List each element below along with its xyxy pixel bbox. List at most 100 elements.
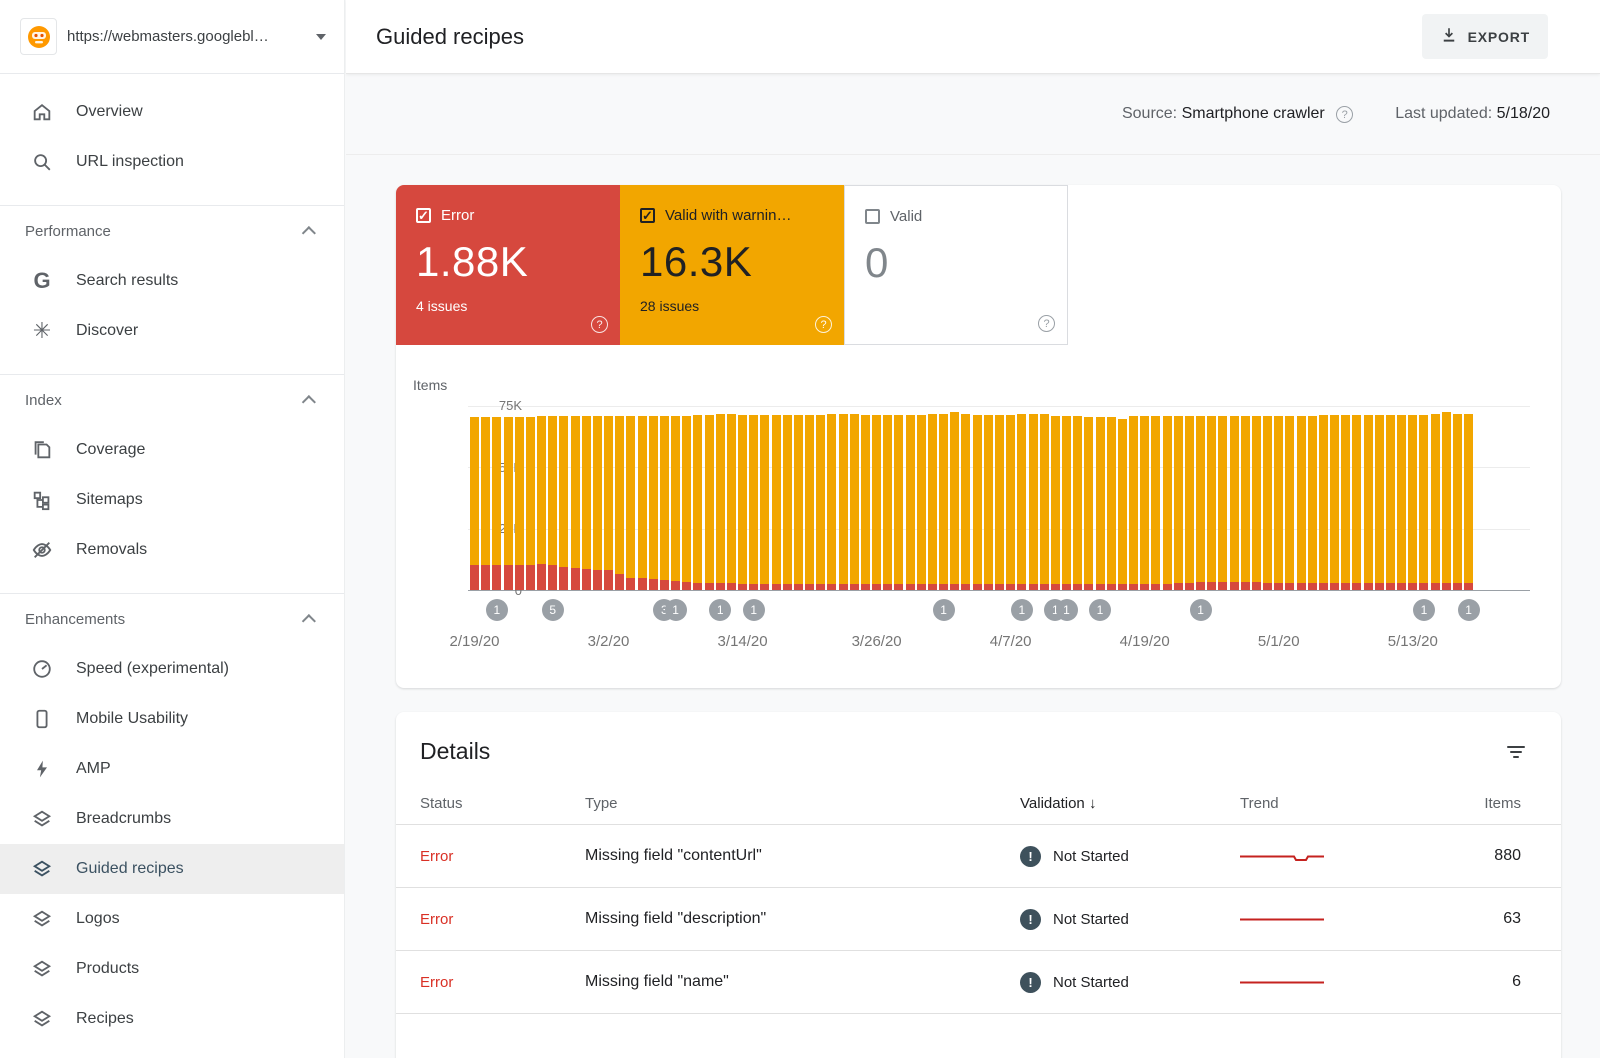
stacked-bar[interactable] xyxy=(1296,416,1306,590)
sidebar-item-search-results[interactable]: G Search results xyxy=(0,256,344,306)
issue-marker[interactable]: 1 xyxy=(1010,599,1033,621)
stacked-bar[interactable] xyxy=(470,417,479,590)
stacked-bar[interactable] xyxy=(849,413,859,590)
stacked-bar[interactable] xyxy=(1073,416,1083,590)
stacked-bar[interactable] xyxy=(771,414,781,590)
sidebar-item-speed[interactable]: Speed (experimental) xyxy=(0,644,344,694)
stacked-bar[interactable] xyxy=(972,414,982,590)
sidebar-item-overview[interactable]: Overview xyxy=(0,87,344,137)
section-index[interactable]: Index xyxy=(0,375,344,425)
checkbox-checked-icon[interactable]: ✓ xyxy=(416,208,431,223)
issue-marker[interactable]: 1 xyxy=(664,599,687,621)
help-icon[interactable]: ? xyxy=(815,316,832,333)
help-icon[interactable]: ? xyxy=(591,316,608,333)
stacked-bar[interactable] xyxy=(1363,414,1373,590)
sidebar-item-removals[interactable]: Removals xyxy=(0,525,344,575)
stacked-bar[interactable] xyxy=(1307,416,1317,590)
stacked-bar[interactable] xyxy=(1352,414,1362,590)
stacked-bar[interactable] xyxy=(1330,414,1340,590)
stacked-bar[interactable] xyxy=(1173,416,1183,590)
sidebar-item-discover[interactable]: ✳ Discover xyxy=(0,306,344,356)
valid-summary-card[interactable]: Valid 0 ? xyxy=(844,185,1068,345)
stacked-bar[interactable] xyxy=(626,416,636,590)
issue-marker[interactable]: 5 xyxy=(541,599,564,621)
filter-icon[interactable] xyxy=(1503,742,1529,762)
stacked-bar[interactable] xyxy=(860,414,870,590)
error-summary-card[interactable]: ✓ Error 1.88K 4 issues ? xyxy=(396,185,620,345)
stacked-bar[interactable] xyxy=(1240,416,1250,590)
section-enhancements[interactable]: Enhancements xyxy=(0,594,344,644)
stacked-bar[interactable] xyxy=(1039,413,1049,590)
stacked-bar[interactable] xyxy=(548,416,558,590)
stacked-bar[interactable] xyxy=(1140,416,1150,590)
chart-plot[interactable]: 025K50K75K153111111111112/19/203/2/203/1… xyxy=(449,398,1530,650)
stacked-bar[interactable] xyxy=(1117,418,1127,590)
issue-marker[interactable]: 1 xyxy=(1412,599,1435,621)
stacked-bar[interactable] xyxy=(1084,417,1094,590)
property-selector[interactable]: https://webmasters.googlebl… xyxy=(0,0,344,74)
table-row[interactable]: Error Missing field "description" ! Not … xyxy=(396,888,1561,951)
stacked-bar[interactable] xyxy=(1251,416,1261,590)
stacked-bar[interactable] xyxy=(894,414,904,590)
stacked-bar[interactable] xyxy=(916,414,926,590)
stacked-bar[interactable] xyxy=(1151,416,1161,590)
stacked-bar[interactable] xyxy=(592,416,602,590)
stacked-bar[interactable] xyxy=(1028,413,1038,590)
sidebar-item-products[interactable]: Products xyxy=(0,944,344,994)
table-row[interactable]: Error Missing field "contentUrl" ! Not S… xyxy=(396,825,1561,888)
sidebar-item-logos[interactable]: Logos xyxy=(0,894,344,944)
issue-marker[interactable]: 1 xyxy=(485,599,508,621)
issue-marker[interactable]: 1 xyxy=(932,599,955,621)
column-trend[interactable]: Trend xyxy=(1240,795,1279,812)
stacked-bar[interactable] xyxy=(693,414,703,590)
stacked-bar[interactable] xyxy=(1464,413,1474,590)
stacked-bar[interactable] xyxy=(1263,416,1273,590)
stacked-bar[interactable] xyxy=(883,414,893,590)
stacked-bar[interactable] xyxy=(950,412,960,590)
stacked-bar[interactable] xyxy=(1285,416,1295,590)
stacked-bar[interactable] xyxy=(715,413,725,590)
stacked-bar[interactable] xyxy=(559,416,569,590)
stacked-bar[interactable] xyxy=(1184,416,1194,590)
stacked-bar[interactable] xyxy=(604,416,614,590)
stacked-bar[interactable] xyxy=(682,416,692,590)
stacked-bar[interactable] xyxy=(749,414,759,590)
stacked-bar[interactable] xyxy=(637,416,647,590)
stacked-bar[interactable] xyxy=(1106,417,1116,590)
stacked-bar[interactable] xyxy=(1397,414,1407,590)
stacked-bar[interactable] xyxy=(1430,413,1440,590)
stacked-bar[interactable] xyxy=(525,417,535,590)
stacked-bar[interactable] xyxy=(961,413,971,590)
stacked-bar[interactable] xyxy=(1218,416,1228,590)
table-row[interactable]: Error Missing field "name" ! Not Started… xyxy=(396,951,1561,1014)
issue-marker[interactable]: 1 xyxy=(1189,599,1212,621)
stacked-bar[interactable] xyxy=(570,416,580,590)
stacked-bar[interactable] xyxy=(704,414,714,590)
stacked-bar[interactable] xyxy=(994,414,1004,590)
stacked-bar[interactable] xyxy=(503,417,513,590)
help-icon[interactable]: ? xyxy=(1336,106,1354,124)
stacked-bar[interactable] xyxy=(1452,413,1462,590)
sidebar-item-guided-recipes[interactable]: Guided recipes xyxy=(0,844,344,894)
stacked-bar[interactable] xyxy=(1318,414,1328,590)
stacked-bar[interactable] xyxy=(1441,412,1451,590)
stacked-bar[interactable] xyxy=(671,416,681,590)
section-performance[interactable]: Performance xyxy=(0,206,344,256)
stacked-bar[interactable] xyxy=(1229,416,1239,590)
stacked-bar[interactable] xyxy=(1419,414,1429,590)
stacked-bar[interactable] xyxy=(939,413,949,590)
help-icon[interactable]: ? xyxy=(1038,315,1055,332)
stacked-bar[interactable] xyxy=(1408,414,1418,590)
stacked-bar[interactable] xyxy=(816,414,826,590)
issue-marker[interactable]: 1 xyxy=(1089,599,1112,621)
stacked-bar[interactable] xyxy=(648,416,658,590)
stacked-bar[interactable] xyxy=(537,416,547,590)
issue-marker[interactable]: 1 xyxy=(742,599,765,621)
stacked-bar[interactable] xyxy=(1017,413,1027,590)
issue-marker[interactable]: 1 xyxy=(1055,599,1078,621)
stacked-bar[interactable] xyxy=(1274,416,1284,590)
sidebar-item-url-inspection[interactable]: URL inspection xyxy=(0,137,344,187)
stacked-bar[interactable] xyxy=(581,416,591,590)
stacked-bar[interactable] xyxy=(514,417,524,590)
stacked-bar[interactable] xyxy=(1095,417,1105,590)
